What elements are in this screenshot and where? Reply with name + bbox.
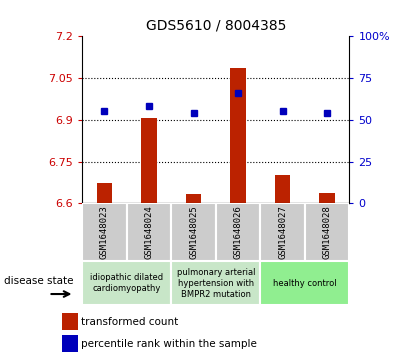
Text: GSM1648028: GSM1648028 — [323, 205, 332, 259]
Text: transformed count: transformed count — [81, 317, 178, 327]
Bar — [62, 335, 78, 352]
Text: GSM1648026: GSM1648026 — [233, 205, 242, 259]
Text: pulmonary arterial
hypertension with
BMPR2 mutation: pulmonary arterial hypertension with BMP… — [177, 268, 255, 299]
Bar — [260, 203, 305, 261]
Bar — [275, 175, 290, 203]
Text: healthy control: healthy control — [273, 279, 337, 287]
Text: GSM1648024: GSM1648024 — [145, 205, 153, 259]
Text: percentile rank within the sample: percentile rank within the sample — [81, 339, 257, 349]
Text: GSM1648027: GSM1648027 — [278, 205, 287, 259]
Bar — [127, 203, 171, 261]
Bar — [82, 261, 171, 305]
Text: disease state: disease state — [4, 276, 74, 286]
Bar — [82, 203, 127, 261]
Text: GSM1648025: GSM1648025 — [189, 205, 198, 259]
Bar — [230, 68, 246, 203]
Bar — [171, 261, 260, 305]
Title: GDS5610 / 8004385: GDS5610 / 8004385 — [145, 19, 286, 32]
Bar — [171, 203, 216, 261]
Bar — [216, 203, 260, 261]
Bar — [62, 313, 78, 330]
Bar — [141, 118, 157, 203]
Bar — [305, 203, 349, 261]
Text: idiopathic dilated
cardiomyopathy: idiopathic dilated cardiomyopathy — [90, 273, 163, 293]
Bar — [319, 193, 335, 203]
Bar — [97, 183, 112, 203]
Text: GSM1648023: GSM1648023 — [100, 205, 109, 259]
Bar — [260, 261, 349, 305]
Bar — [186, 193, 201, 203]
